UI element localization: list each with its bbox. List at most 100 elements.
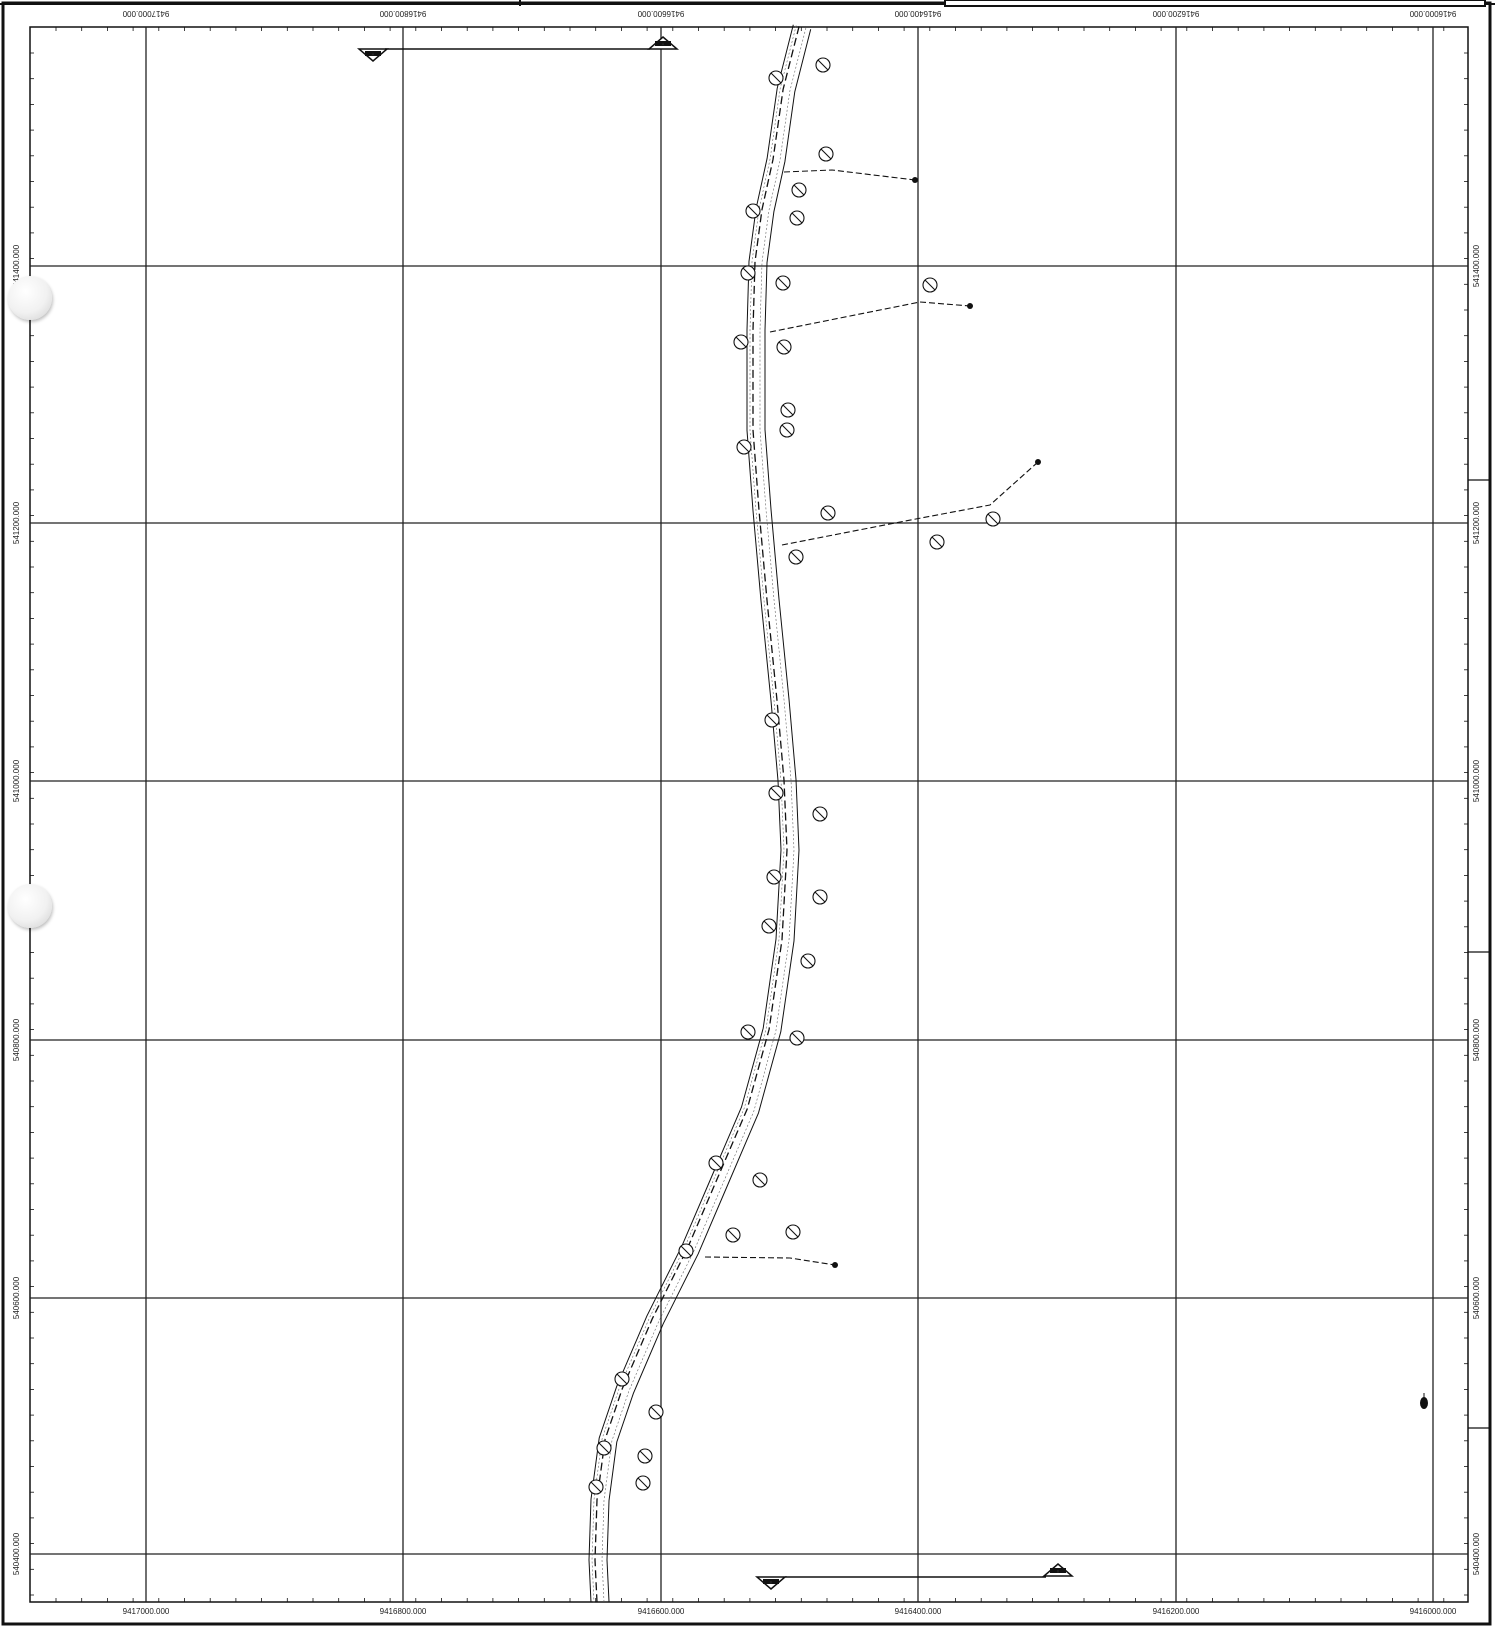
pipeline-alignment [588,24,812,1603]
manhole-icon [588,1479,604,1495]
manhole-icon [820,505,836,521]
manhole-icon [637,1448,653,1464]
road-edge-line [588,24,794,1603]
manhole-symbols [588,57,1001,1495]
manhole-hatch [987,513,999,525]
service-branch-line [769,301,971,333]
manhole-icon [745,203,761,219]
manhole-icon [766,869,782,885]
manhole-hatch [787,1226,799,1238]
northing-label-left: 541000.000 [12,759,21,802]
northing-label-left: 541400.000 [12,244,21,287]
section-marker-label: B [1057,1569,1060,1574]
manhole-hatch [598,1442,610,1454]
manhole-hatch [781,424,793,436]
easting-label-top: 9417000.000 [122,9,169,18]
service-branches [704,169,1041,1268]
manhole-hatch [637,1477,649,1489]
manhole-icon [788,549,804,565]
manhole-icon [635,1475,651,1491]
manhole-hatch [791,212,803,224]
section-marker-fill [763,1579,779,1584]
manhole-icon [789,210,805,226]
branch-end-node [832,1262,838,1268]
northing-label-left: 541200.000 [12,501,21,544]
sewer-line-dotted [601,27,807,1602]
manhole-hatch [778,341,790,353]
manhole-hatch [817,59,829,71]
section-marker-fill [1050,1568,1066,1573]
manhole-hatch [650,1406,662,1418]
section-marker-label: A [372,52,375,57]
manhole-hatch [814,808,826,820]
manhole-hatch [710,1157,722,1169]
branch-end-node [1035,459,1041,465]
manhole-icon [985,511,1001,527]
manhole-hatch [738,441,750,453]
section-marker-icon: A [356,48,390,62]
manhole-icon [768,785,784,801]
manhole-hatch [802,955,814,967]
manhole-icon [740,265,756,281]
service-branch-line [781,461,1039,546]
easting-label-top: 9416800.000 [379,9,426,18]
northing-label-right: 541000.000 [1472,759,1481,802]
section-marker-label: A [662,42,665,47]
manhole-hatch [782,404,794,416]
manhole-icon [785,1224,801,1240]
manhole-hatch [754,1174,766,1186]
manhole-hatch [742,267,754,279]
easting-label-top: 9416200.000 [1152,9,1199,18]
manhole-hatch [791,1032,803,1044]
manhole-icon [812,806,828,822]
section-marker-icon: A [646,36,680,50]
manhole-hatch [770,787,782,799]
northing-label-right: 541400.000 [1472,244,1481,287]
sewer-main-dashed [594,26,800,1603]
manhole-hatch [822,507,834,519]
manhole-hatch [931,536,943,548]
northing-label-right: 540600.000 [1472,1276,1481,1319]
branch-end-node [967,303,973,309]
manhole-hatch [735,336,747,348]
easting-label-bottom: 9416000.000 [1410,1607,1457,1616]
manhole-hatch [680,1245,692,1257]
easting-label-bottom: 9416400.000 [895,1607,942,1616]
map-frame [29,26,1469,1603]
manhole-hatch [777,277,789,289]
northing-label-left: 540800.000 [12,1018,21,1061]
manhole-hatch [766,714,778,726]
manhole-hatch [747,205,759,217]
section-markers: A A B B [356,36,1075,1590]
easting-label-bottom: 9417000.000 [123,1607,170,1616]
manhole-icon [780,402,796,418]
easting-label-bottom: 9416200.000 [1153,1607,1200,1616]
easting-label-top: 9416400.000 [894,9,941,18]
grid-labels: 9417000.000 9416800.000 9416600.000 9416400… [12,9,1481,1616]
northing-label-right: 540400.000 [1472,1532,1481,1575]
manhole-icon [740,1024,756,1040]
manhole-icon [733,334,749,350]
section-marker-icon: B [1041,1563,1075,1577]
section-marker-label: B [770,1580,773,1585]
manhole-hatch [616,1373,628,1385]
manhole-icon [614,1371,630,1387]
manhole-icon [779,422,795,438]
northing-label-right: 541200.000 [1472,501,1481,544]
punch-hole-icon [8,276,52,320]
title-block-fragment [944,0,1486,7]
manhole-icon [736,439,752,455]
manhole-hatch [790,551,802,563]
manhole-icon [761,918,777,934]
section-marker-icon: B [754,1576,788,1590]
manhole-hatch [820,148,832,160]
manhole-hatch [742,1026,754,1038]
section-marker-fill [365,51,381,56]
manhole-icon [818,146,834,162]
service-branch-line [783,169,916,181]
manhole-hatch [768,871,780,883]
manhole-icon [815,57,831,73]
north-arrow-icon [1420,1393,1428,1409]
